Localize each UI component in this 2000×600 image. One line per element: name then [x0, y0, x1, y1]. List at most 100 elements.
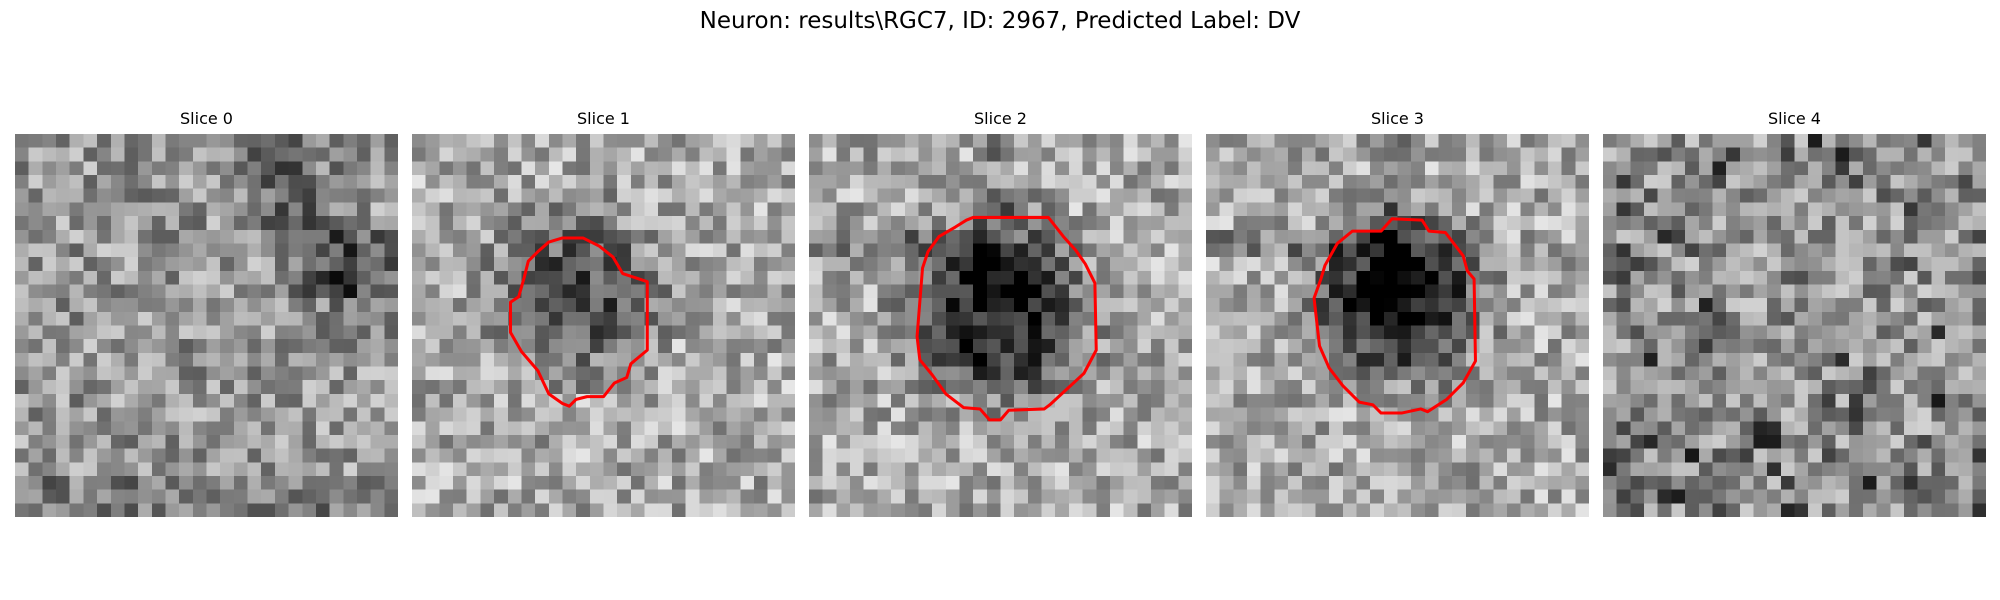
pixel — [904, 284, 919, 299]
pixel — [1000, 489, 1015, 504]
pixel — [986, 421, 1001, 436]
pixel — [959, 243, 974, 258]
pixel — [1329, 421, 1344, 436]
pixel — [1014, 243, 1029, 258]
pixel — [1014, 462, 1029, 477]
pixel — [1931, 462, 1946, 477]
pixel — [809, 366, 823, 381]
pixel — [1109, 475, 1124, 490]
pixel — [1096, 503, 1111, 517]
pixel — [192, 352, 207, 367]
pixel — [151, 393, 166, 408]
pixel — [1520, 298, 1535, 313]
pixel — [370, 434, 385, 449]
pixel — [589, 421, 604, 436]
pixel — [836, 393, 851, 408]
pixel — [1082, 339, 1097, 354]
pixel — [1657, 339, 1672, 354]
pixel — [1903, 407, 1918, 422]
pixel — [1082, 161, 1097, 176]
pixel — [1233, 380, 1248, 395]
pixel — [1931, 216, 1946, 231]
pixel — [644, 202, 659, 217]
pixel — [1835, 503, 1850, 517]
pixel — [83, 134, 98, 148]
pixel — [165, 339, 180, 354]
pixel — [1739, 216, 1754, 231]
pixel — [1082, 243, 1097, 258]
pixel — [151, 339, 166, 354]
pixel — [179, 475, 194, 490]
pixel — [274, 393, 289, 408]
pixel — [1137, 147, 1152, 162]
pixel — [1821, 257, 1836, 272]
pixel — [1288, 270, 1303, 285]
pixel — [1260, 462, 1275, 477]
pixel — [603, 407, 618, 422]
slice-2-title: Slice 2 — [974, 109, 1027, 128]
pixel — [617, 339, 632, 354]
pixel — [1014, 270, 1029, 285]
pixel — [425, 380, 440, 395]
pixel — [781, 489, 795, 504]
pixel — [425, 202, 440, 217]
pixel — [1616, 311, 1631, 326]
pixel — [1712, 366, 1727, 381]
pixel — [1274, 311, 1289, 326]
pixel — [1150, 270, 1165, 285]
pixel — [110, 407, 125, 422]
pixel — [726, 393, 741, 408]
pixel — [151, 229, 166, 244]
pixel — [1383, 380, 1398, 395]
pixel — [904, 448, 919, 463]
pixel — [1055, 284, 1070, 299]
pixel — [453, 393, 467, 408]
pixel — [1301, 407, 1316, 422]
pixel — [1944, 161, 1959, 176]
pixel — [1219, 421, 1234, 436]
pixel — [1890, 298, 1905, 313]
pixel — [1178, 380, 1192, 395]
pixel — [891, 147, 906, 162]
pixel — [1342, 448, 1357, 463]
pixel — [1123, 352, 1138, 367]
pixel — [1027, 339, 1042, 354]
pixel — [877, 311, 892, 326]
pixel — [480, 448, 495, 463]
pixel — [480, 175, 495, 189]
pixel — [1712, 421, 1727, 436]
pixel — [1794, 325, 1809, 340]
pixel — [179, 503, 194, 517]
pixel — [165, 147, 180, 162]
pixel — [425, 188, 440, 203]
pixel — [1794, 188, 1809, 203]
pixel — [1972, 311, 1986, 326]
pixel — [1233, 298, 1248, 313]
pixel — [1671, 161, 1686, 176]
pixel — [370, 298, 385, 313]
pixel — [1520, 448, 1535, 463]
pixel — [781, 380, 795, 395]
pixel — [1260, 421, 1275, 436]
pixel — [1247, 284, 1261, 299]
pixel — [56, 216, 70, 231]
pixel — [220, 298, 235, 313]
pixel — [986, 489, 1001, 504]
pixel — [576, 407, 591, 422]
pixel — [466, 421, 481, 436]
pixel — [521, 284, 536, 299]
pixel — [1206, 311, 1220, 326]
pixel — [507, 257, 522, 272]
pixel — [548, 489, 563, 504]
pixel — [110, 393, 125, 408]
pixel — [329, 475, 344, 490]
pixel — [1726, 243, 1741, 258]
pixel — [973, 393, 988, 408]
pixel — [1657, 407, 1672, 422]
pixel — [124, 270, 139, 285]
pixel — [1465, 339, 1480, 354]
pixel — [1903, 352, 1918, 367]
pixel — [1274, 475, 1289, 490]
pixel — [1575, 202, 1589, 217]
pixel — [220, 366, 235, 381]
